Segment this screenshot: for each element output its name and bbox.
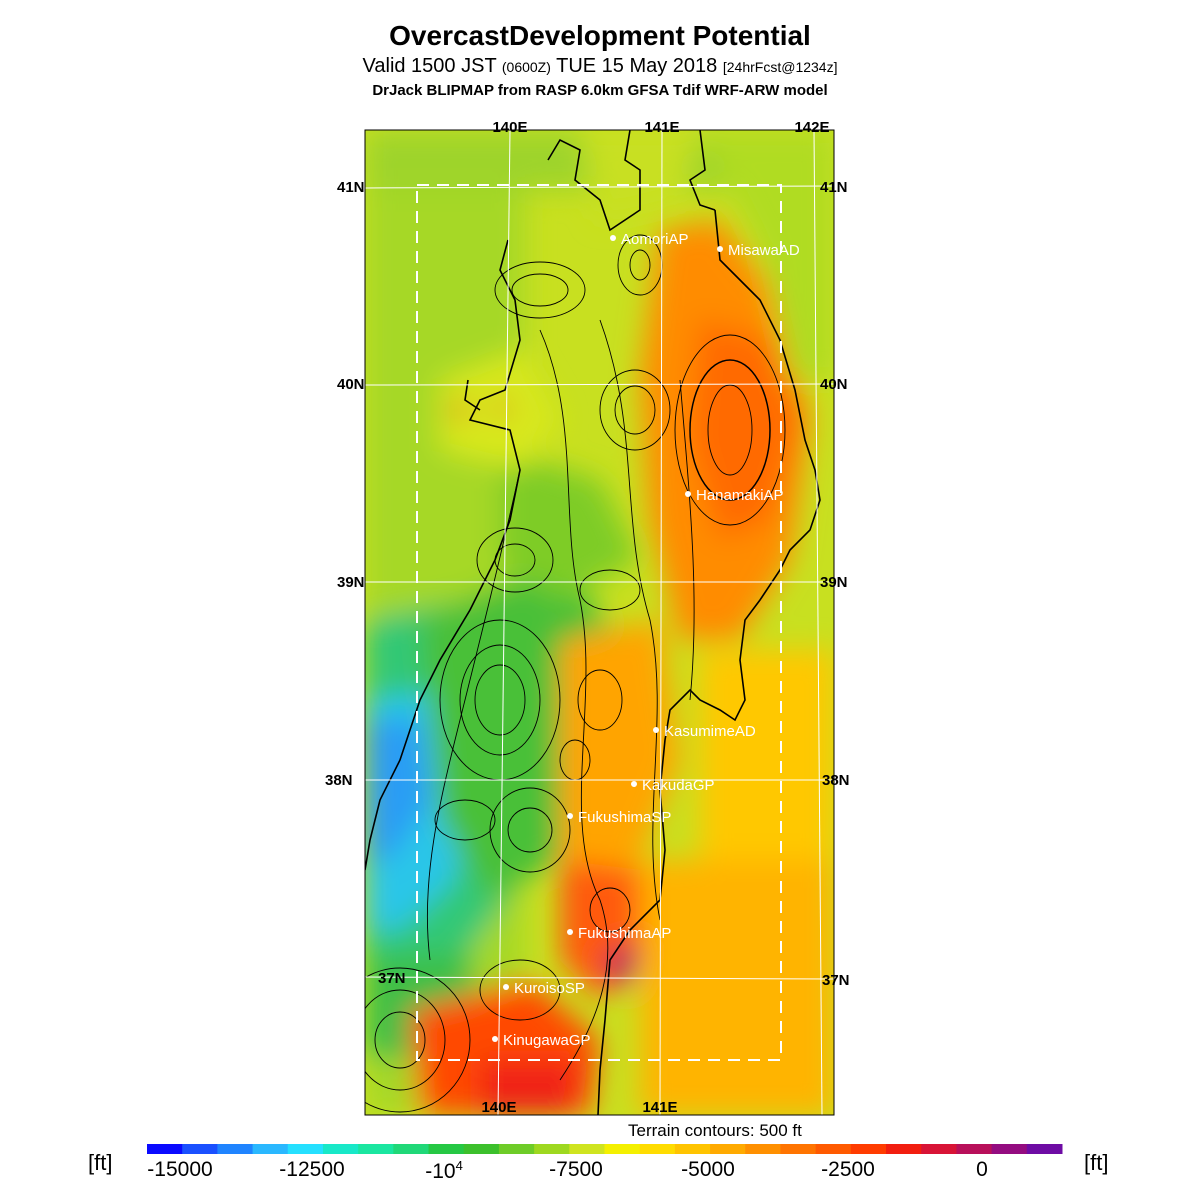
station-label: MisawaAD	[728, 242, 800, 259]
colorbar-swatch	[991, 1144, 1028, 1154]
lon-label-142e-top: 142E	[794, 119, 829, 136]
valid-prefix: Valid 1500 JST	[362, 55, 497, 77]
colorbar-swatch	[921, 1144, 957, 1154]
colorbar-swatch	[393, 1144, 430, 1154]
colorbar-swatch	[569, 1144, 605, 1154]
lat-label-39n-right: 39N	[820, 574, 848, 591]
station-dot	[610, 235, 616, 241]
colorbar-swatch	[710, 1144, 746, 1154]
forecast-info: [24hrFcst@1234z]	[722, 59, 838, 75]
legend-tick: -2500	[821, 1158, 875, 1181]
station-dot	[567, 929, 573, 935]
lon-label-140e-top: 140E	[492, 119, 527, 136]
lat-label-38n-left: 38N	[325, 772, 353, 789]
station-dot	[492, 1036, 498, 1042]
station-label: HanamakiAP	[696, 487, 784, 504]
colorbar-swatch	[322, 1144, 359, 1154]
legend-unit-left: [ft]	[88, 1150, 113, 1175]
legend-tick: -7500	[549, 1158, 603, 1181]
colorbar-swatch	[147, 1144, 183, 1154]
lat-label-40n-right: 40N	[820, 376, 848, 393]
colorbar-swatch	[358, 1144, 394, 1154]
overcast-field: AomoriAP MisawaAD HanamakiAP KasumimeAD Kaku…	[365, 130, 834, 1115]
lat-lon-grid	[365, 130, 834, 1115]
legend-tick: -12500	[279, 1158, 345, 1181]
station-dot	[503, 984, 509, 990]
station-dot	[567, 813, 573, 819]
station-label: KasumimeAD	[664, 723, 756, 740]
colorbar-swatch	[463, 1144, 500, 1154]
lat-label-38n-right: 38N	[822, 772, 850, 789]
station-dot	[653, 727, 659, 733]
lat-label-37n-right: 37N	[822, 972, 850, 989]
legend-tick: 0	[976, 1158, 988, 1181]
lat-label-37n-left: 37N	[378, 970, 406, 987]
colorbar-swatch	[674, 1144, 711, 1154]
station-dot	[685, 491, 691, 497]
colorbar-swatch	[815, 1144, 852, 1154]
colorbar-swatch	[498, 1144, 535, 1154]
valid-zulu: (0600Z)	[501, 59, 551, 75]
station-label: FukushimaAP	[578, 925, 671, 942]
inner-domain-box	[416, 184, 782, 1061]
colorbar-swatch	[604, 1144, 641, 1154]
valid-date: TUE 15 May 2018	[556, 55, 718, 77]
colorbar-swatch	[1026, 1144, 1063, 1154]
lon-label-141e-bottom: 141E	[642, 1099, 677, 1116]
station-dot	[717, 246, 723, 252]
colorbar-swatch	[886, 1144, 922, 1154]
lat-label-41n-right: 41N	[820, 179, 848, 196]
colorbar-swatch	[745, 1144, 781, 1154]
legend-tick: -5000	[681, 1158, 735, 1181]
colorbar-swatch	[956, 1144, 993, 1154]
colorbar-swatch	[217, 1144, 254, 1154]
lon-label-140e-bottom: 140E	[481, 1099, 516, 1116]
colorbar-swatch	[780, 1144, 817, 1154]
station-dot	[631, 781, 637, 787]
colorbar-swatch	[850, 1144, 887, 1154]
station-label: KakudaGP	[642, 777, 715, 794]
legend-tick: -15000	[147, 1158, 213, 1181]
lat-label-40n-left: 40N	[337, 376, 365, 393]
map-title: OvercastDevelopment Potential	[389, 20, 811, 51]
colorbar-swatch	[534, 1144, 570, 1154]
legend-colorbar	[147, 1144, 1063, 1154]
legend-tick-mantissa: -10	[425, 1160, 456, 1183]
legend-unit-right: [ft]	[1084, 1150, 1109, 1175]
lat-label-39n-left: 39N	[337, 574, 365, 591]
colorbar-swatch	[287, 1144, 324, 1154]
station-label: KinugawaGP	[503, 1032, 591, 1049]
colorbar-swatch	[428, 1144, 465, 1154]
valid-time: Valid 1500 JST (0600Z) TUE 15 May 2018 […	[0, 55, 1200, 78]
lat-label-41n-left: 41N	[337, 179, 365, 196]
terrain-note: Terrain contours: 500 ft	[628, 1121, 802, 1140]
legend-tick-exponent: 4	[455, 1158, 463, 1173]
station-label: FukushimaSP	[578, 809, 671, 826]
model-info: DrJack BLIPMAP from RASP 6.0km GFSA Tdif…	[372, 82, 828, 99]
station-label: KuroisoSP	[514, 980, 585, 997]
colorbar-swatch	[252, 1144, 289, 1154]
station-markers: AomoriAP MisawaAD HanamakiAP KasumimeAD Kaku…	[492, 231, 800, 1049]
colorbar-swatch	[182, 1144, 218, 1154]
coastline	[365, 130, 821, 1115]
station-label: AomoriAP	[621, 231, 689, 248]
map-frame	[364, 129, 835, 1116]
lon-label-141e-top: 141E	[644, 119, 679, 136]
legend-tick: -104	[425, 1158, 463, 1184]
colorbar-swatch	[639, 1144, 676, 1154]
